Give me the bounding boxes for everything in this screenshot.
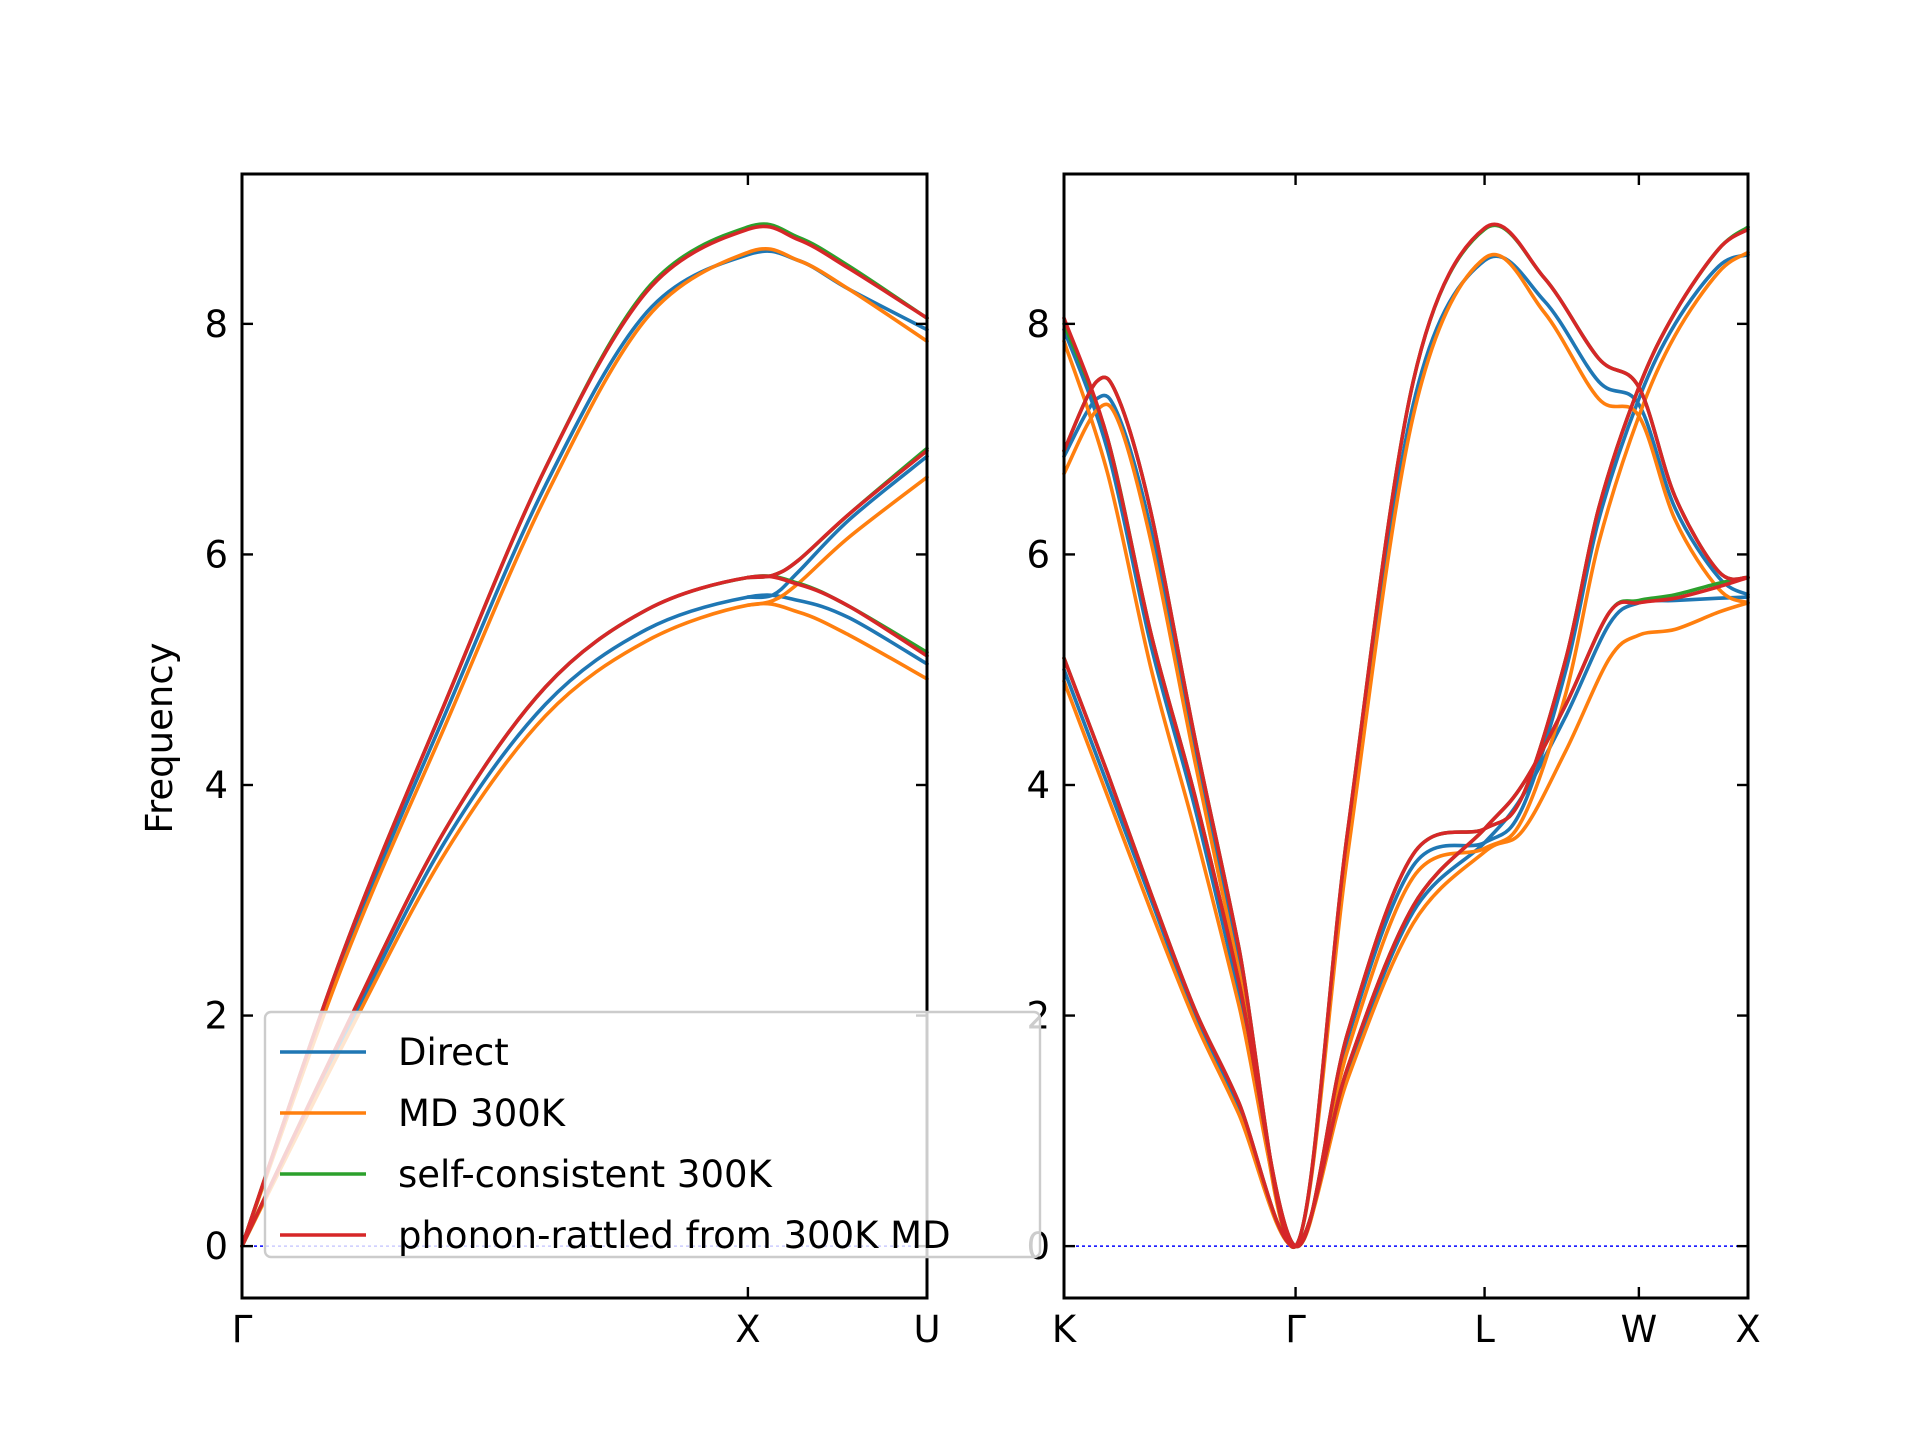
- legend: Direct MD 300K self-consistent 300K phonon-…: [263, 1010, 1042, 1259]
- y-tick-label: 6: [1026, 533, 1050, 576]
- legend-box: [263, 1010, 1042, 1259]
- y-tick-label: 4: [204, 764, 228, 807]
- legend-label: Direct: [398, 1031, 509, 1074]
- band-phonon-rattled-from-300k-md-0: [240, 224, 929, 1248]
- x-tick-label: X: [735, 1308, 760, 1351]
- band-phonon-rattled-from-300k-md-1: [1062, 227, 1750, 1248]
- legend-label: self-consistent 300K: [398, 1153, 774, 1196]
- x-tick-label: Γ: [1285, 1308, 1306, 1351]
- x-tick-label: X: [1735, 1308, 1760, 1351]
- band-md-300k-2: [1062, 601, 1750, 1248]
- y-tick-label: 8: [1026, 303, 1050, 346]
- y-tick-label: 8: [204, 303, 228, 346]
- y-tick-label: 6: [204, 533, 228, 576]
- band-md-300k-0: [240, 246, 929, 1248]
- axes-frame: [240, 172, 929, 1300]
- band-phonon-rattled-from-300k-md-0: [1062, 222, 1750, 1249]
- band-phonon-rattled-from-300k-md-2: [1062, 575, 1750, 1248]
- band-direct-1: [1062, 252, 1750, 1248]
- band-md-300k-2: [746, 475, 929, 607]
- y-axis-label: Frequency: [138, 642, 181, 833]
- band-md-300k-1: [1062, 250, 1750, 1248]
- y-tick-label: 2: [204, 995, 228, 1038]
- axes-frame: [1062, 172, 1750, 1300]
- x-tick-label: L: [1474, 1308, 1495, 1351]
- x-tick-label: U: [913, 1308, 940, 1351]
- legend-label: MD 300K: [398, 1092, 567, 1135]
- band-self-consistent-300k-2: [746, 446, 929, 580]
- y-tick-label: 0: [204, 1225, 228, 1268]
- band-phonon-rattled-from-300k-md-2: [746, 448, 929, 580]
- band-self-consistent-300k-2: [1062, 575, 1750, 1248]
- x-tick-label: Γ: [232, 1308, 253, 1351]
- right-panel: 02468KΓLWX: [1026, 172, 1761, 1351]
- legend-label: phonon-rattled from 300K MD: [398, 1214, 951, 1257]
- x-tick-label: W: [1621, 1308, 1658, 1351]
- x-tick-label: K: [1052, 1308, 1078, 1351]
- band-direct-2: [746, 454, 929, 600]
- band-md-300k-0: [1062, 252, 1750, 1250]
- y-tick-label: 4: [1026, 764, 1050, 807]
